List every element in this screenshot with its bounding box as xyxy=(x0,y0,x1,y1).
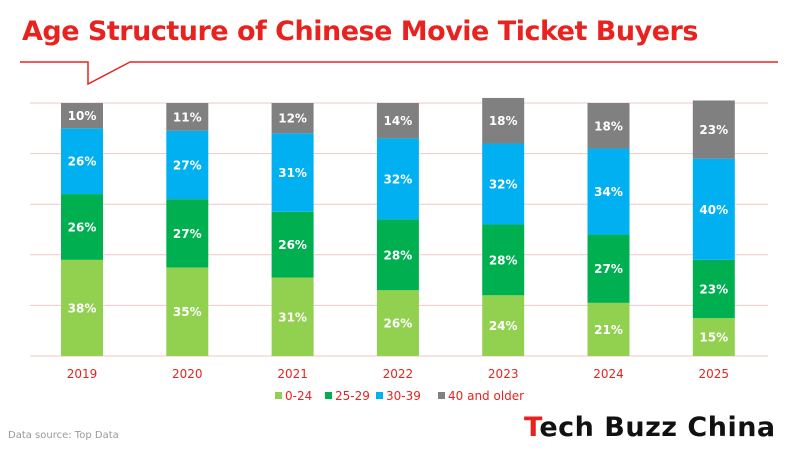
bar-2022-40-and-older xyxy=(376,103,419,139)
data-label: 26% xyxy=(68,155,97,169)
x-tick-label: 2024 xyxy=(593,367,624,381)
bar-2020-40-and-older xyxy=(166,103,209,131)
x-tick-label: 2020 xyxy=(172,367,203,381)
data-label: 21% xyxy=(594,323,623,337)
data-label: 27% xyxy=(173,158,202,172)
bar-2021-40-and-older xyxy=(271,103,314,134)
bar-2024-25-29 xyxy=(587,234,630,303)
x-tick-label: 2019 xyxy=(67,367,98,381)
data-label: 32% xyxy=(384,172,413,186)
bar-2023-25-29 xyxy=(482,224,525,296)
bar-2020-25-29 xyxy=(166,199,209,268)
data-label: 10% xyxy=(68,109,97,123)
data-label: 27% xyxy=(173,227,202,241)
data-label: 35% xyxy=(173,305,202,319)
bar-2019-40-and-older xyxy=(61,103,103,129)
brand-rest: ech Buzz China xyxy=(539,412,776,443)
data-label: 23% xyxy=(699,282,728,296)
data-label: 40% xyxy=(699,203,728,217)
chart-title: Age Structure of Chinese Movie Ticket Bu… xyxy=(22,16,698,47)
bar-2022-0-24 xyxy=(376,290,419,356)
data-label: 34% xyxy=(594,185,623,199)
x-axis-ticks: 2019 2020 2021 2022 2023 2024 2025 xyxy=(67,367,729,381)
bar-2020-30-39 xyxy=(166,130,209,200)
stacked-bar-chart: 38% 26% 26% 10% 35% 27% 27% 11% 31% 26% 31% 12% 26% 2… xyxy=(30,97,768,403)
bar-2022-30-39 xyxy=(376,138,419,220)
bar-2021-30-39 xyxy=(271,133,314,212)
legend-swatch xyxy=(275,392,282,399)
bar-2023-40-and-older xyxy=(482,97,525,144)
bar-2021-25-29 xyxy=(271,211,314,278)
bar-2024-0-24 xyxy=(587,302,630,356)
legend-swatch xyxy=(376,392,383,399)
bar-2025-0-24 xyxy=(692,318,735,356)
legend-label: 40 and older xyxy=(448,389,524,403)
bar-2019-25-29 xyxy=(61,194,103,260)
data-label: 26% xyxy=(278,238,307,252)
x-tick-label: 2021 xyxy=(277,367,308,381)
data-label: 15% xyxy=(699,331,728,345)
legend: 0-24 25-29 30-39 40 and older xyxy=(275,389,524,403)
data-label: 28% xyxy=(384,248,413,262)
data-label: 23% xyxy=(699,123,728,137)
data-label: 12% xyxy=(278,112,307,126)
bar-2025-30-39 xyxy=(692,158,735,260)
x-tick-label: 2023 xyxy=(488,367,519,381)
data-label: 11% xyxy=(173,110,202,124)
data-label: 24% xyxy=(489,319,518,333)
data-label: 31% xyxy=(278,310,307,324)
data-label: 14% xyxy=(384,114,413,128)
data-label: 38% xyxy=(68,301,97,315)
data-label: 28% xyxy=(489,253,518,267)
data-label: 32% xyxy=(489,177,518,191)
bar-2019-0-24 xyxy=(61,259,103,356)
data-label: 26% xyxy=(384,317,413,331)
bar-2024-40-and-older xyxy=(587,103,630,149)
bar-2025-25-29 xyxy=(692,259,735,319)
bar-2019-30-39 xyxy=(61,128,103,195)
x-tick-label: 2022 xyxy=(383,367,414,381)
legend-label: 30-39 xyxy=(386,389,421,403)
bar-2024-30-39 xyxy=(587,148,630,235)
data-source-note: Data source: Top Data xyxy=(8,430,119,441)
legend-label: 0-24 xyxy=(285,389,312,403)
data-label: 31% xyxy=(278,166,307,180)
legend-swatch xyxy=(325,392,332,399)
data-label: 26% xyxy=(68,220,97,234)
brand-accent-letter: T xyxy=(524,412,540,443)
bar-2023-30-39 xyxy=(482,143,525,225)
bar-2023-0-24 xyxy=(482,295,525,356)
data-label: 18% xyxy=(489,114,518,128)
data-label: 18% xyxy=(594,119,623,133)
bar-2025-40-and-older xyxy=(692,100,735,159)
data-label: 27% xyxy=(594,262,623,276)
title-callout-line xyxy=(20,61,778,86)
bars: 38% 26% 26% 10% 35% 27% 27% 11% 31% 26% 31% 12% 26% 2… xyxy=(61,97,735,356)
legend-label: 25-29 xyxy=(335,389,370,403)
bar-2020-0-24 xyxy=(166,267,209,356)
bar-2021-0-24 xyxy=(271,277,314,356)
bar-2022-25-29 xyxy=(376,219,419,291)
brand-logo: Tech Buzz China xyxy=(524,412,776,443)
x-tick-label: 2025 xyxy=(699,367,730,381)
legend-swatch xyxy=(438,392,445,399)
